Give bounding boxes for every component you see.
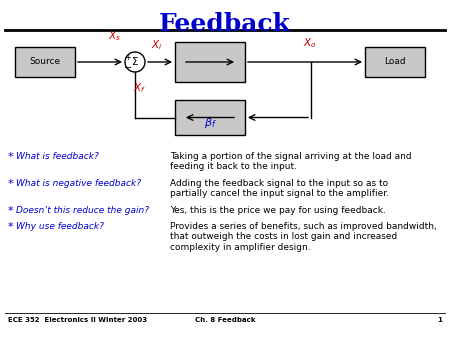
Text: Adding the feedback signal to the input so as to
partially cancel the input sign: Adding the feedback signal to the input … (170, 179, 389, 198)
Text: −: − (124, 63, 132, 73)
Text: *: * (8, 179, 14, 189)
Bar (365, 47, 425, 77)
Text: Provides a series of benefits, such as improved bandwidth,
that outweigh the cos: Provides a series of benefits, such as i… (170, 222, 437, 252)
Text: Σ: Σ (132, 57, 138, 67)
Text: $X_i$: $X_i$ (151, 38, 163, 52)
Text: +: + (125, 52, 131, 62)
Text: $X_s$: $X_s$ (108, 29, 122, 43)
Text: Taking a portion of the signal arriving at the load and
feeding it back to the i: Taking a portion of the signal arriving … (170, 152, 412, 171)
Text: Why use feedback?: Why use feedback? (16, 222, 104, 231)
Text: Doesn’t this reduce the gain?: Doesn’t this reduce the gain? (16, 206, 149, 215)
Text: Ch. 8 Feedback: Ch. 8 Feedback (195, 317, 255, 323)
Text: $X_f$: $X_f$ (134, 81, 147, 95)
Text: Source: Source (29, 57, 61, 67)
Text: ECE 352  Electronics II Winter 2003: ECE 352 Electronics II Winter 2003 (8, 317, 147, 323)
Text: *: * (8, 152, 14, 162)
Text: What is feedback?: What is feedback? (16, 152, 99, 161)
Text: 1: 1 (437, 317, 442, 323)
Bar (175, 100, 245, 135)
Text: *: * (8, 206, 14, 216)
Text: *: * (8, 222, 14, 232)
Text: $\beta_f$: $\beta_f$ (203, 116, 216, 129)
Text: Load: Load (384, 57, 406, 67)
Text: Yes, this is the price we pay for using feedback.: Yes, this is the price we pay for using … (170, 206, 386, 215)
Text: What is negative feedback?: What is negative feedback? (16, 179, 141, 188)
Bar (15, 47, 75, 77)
Bar (175, 42, 245, 82)
Text: $X_o$: $X_o$ (303, 36, 317, 50)
Text: Feedback: Feedback (159, 12, 291, 36)
